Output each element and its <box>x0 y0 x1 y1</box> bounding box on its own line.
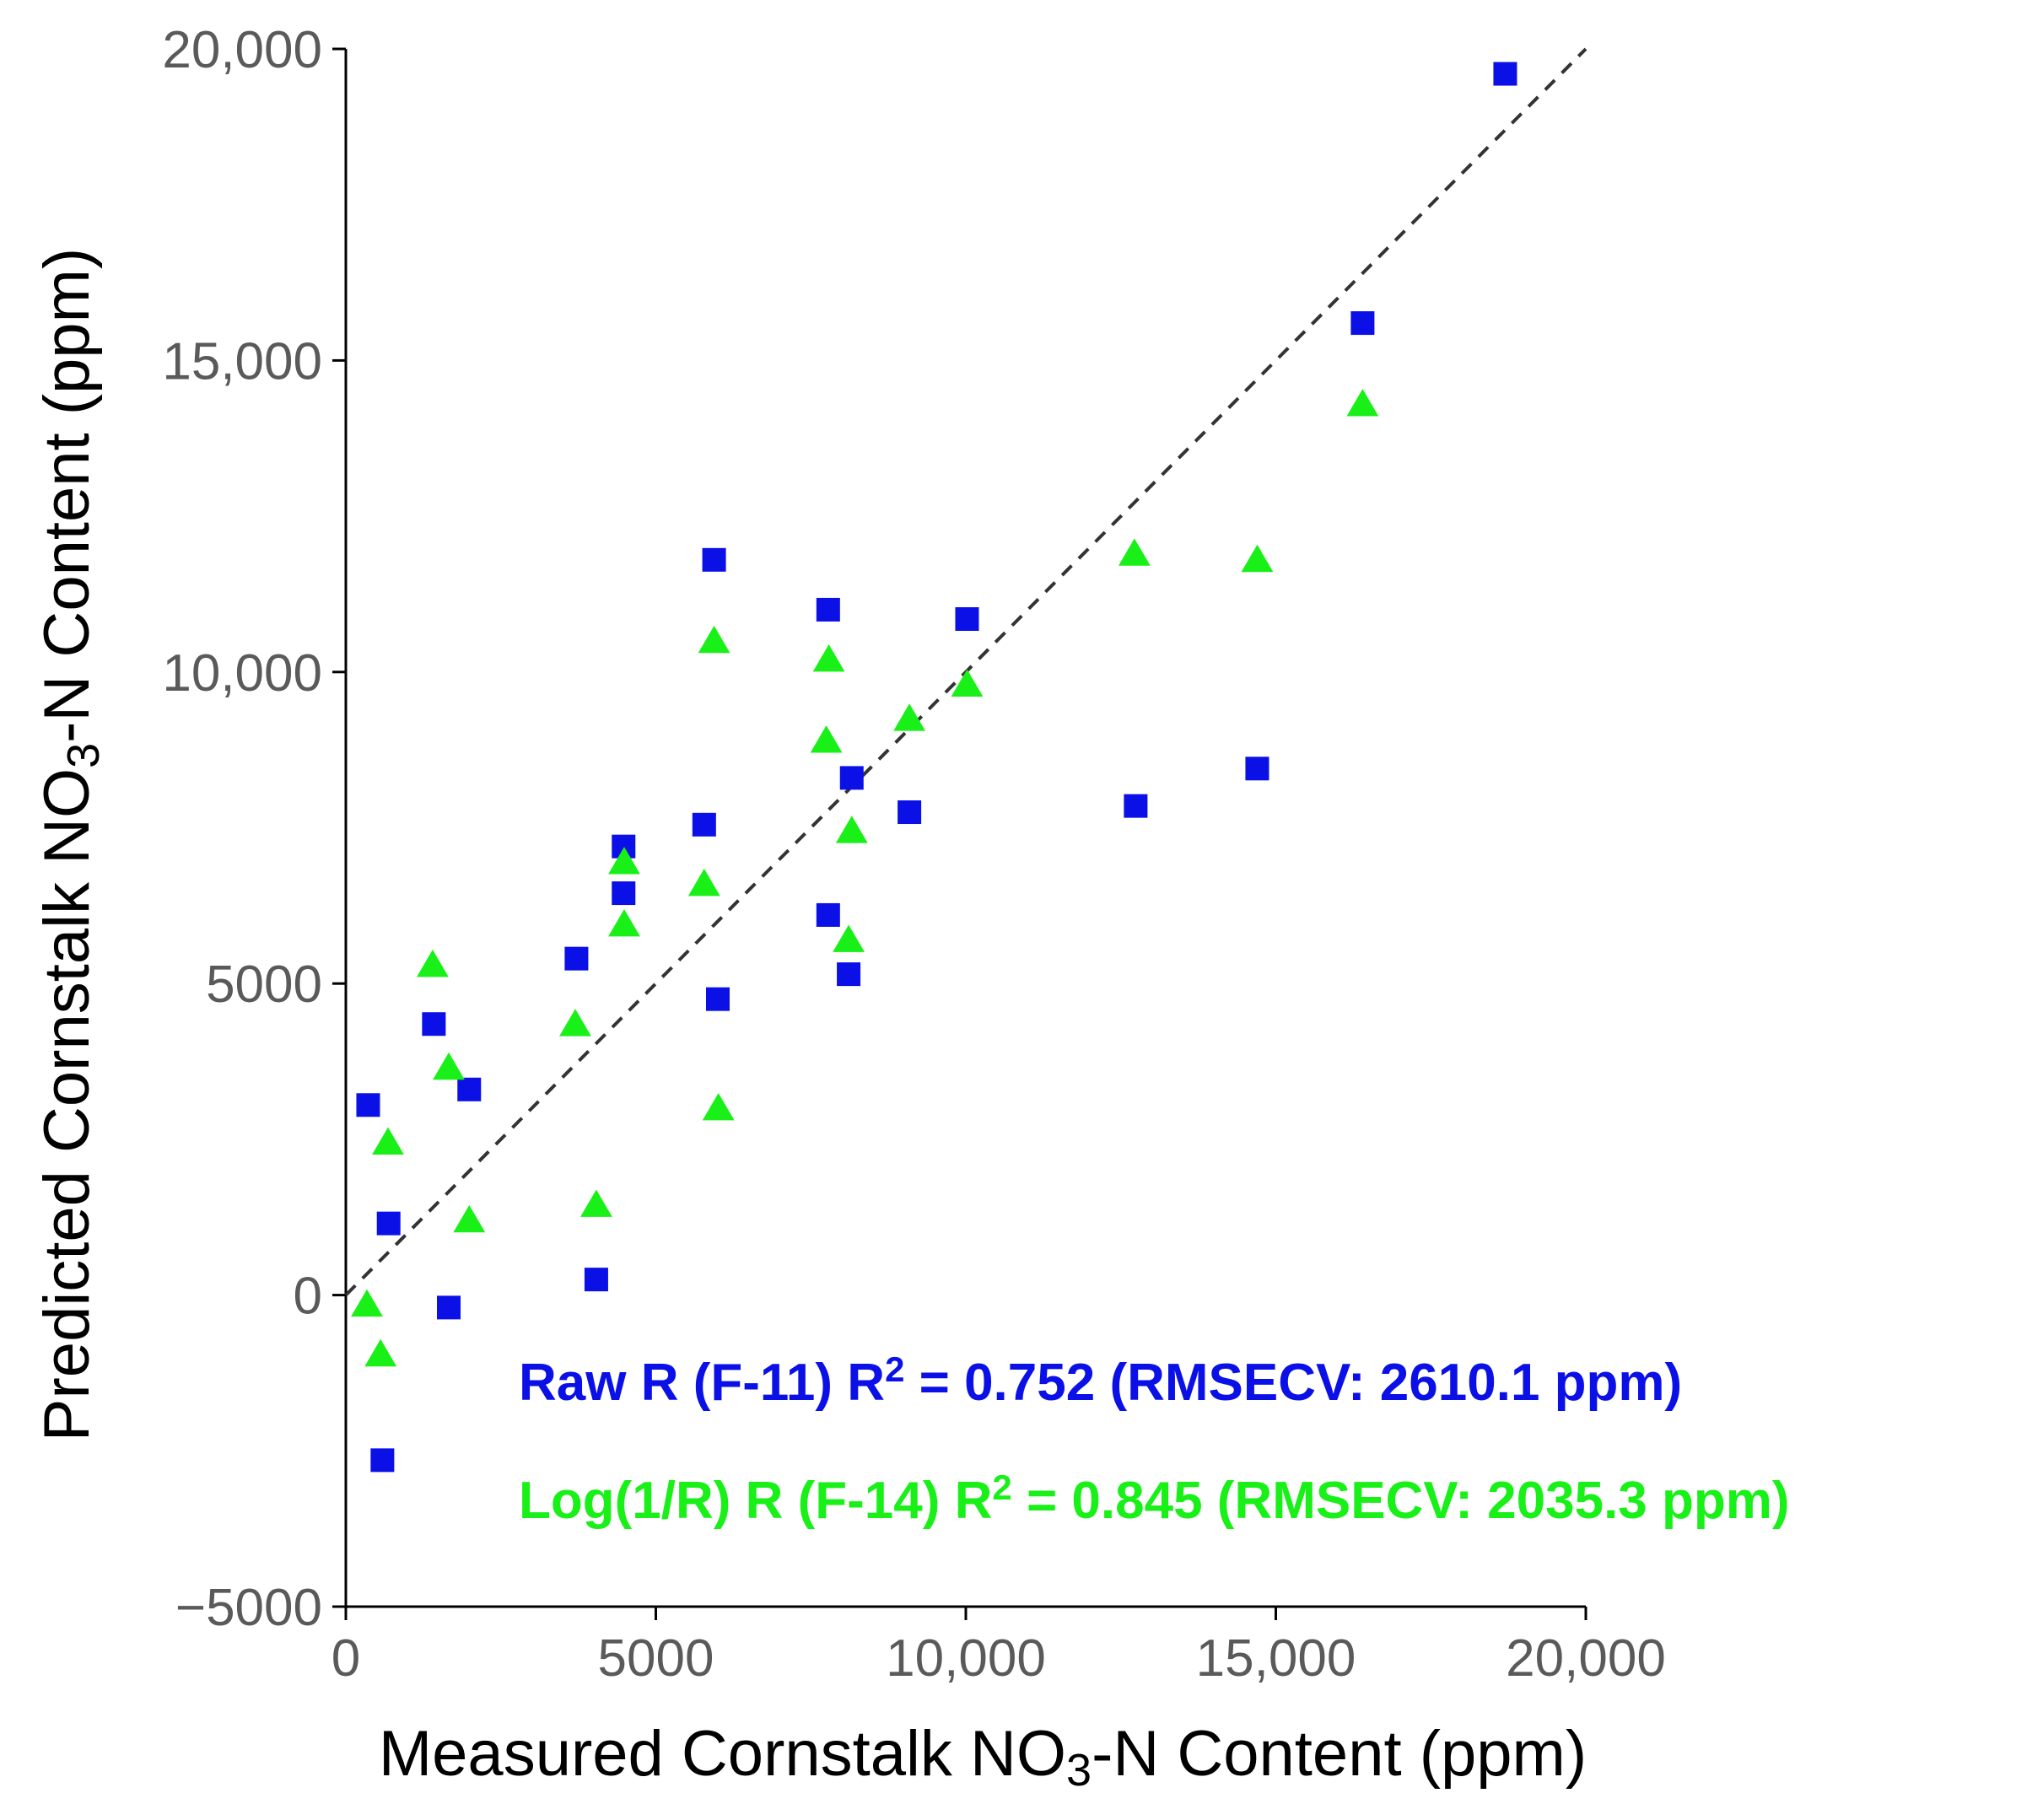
data-point-triangle <box>687 869 720 897</box>
data-point-square <box>376 1211 401 1236</box>
y-tick-label: 20,000 <box>162 21 322 79</box>
y-tick-label: 10,000 <box>162 644 322 703</box>
data-point-square <box>1124 794 1148 818</box>
data-point-square <box>816 597 840 622</box>
data-point-square <box>584 1268 608 1292</box>
series-log-r <box>351 389 1379 1367</box>
data-point-triangle <box>580 1189 612 1217</box>
data-point-triangle <box>810 725 843 753</box>
data-point-square <box>955 607 979 632</box>
annotation-log-r: Log(1/R) R (F-14) R2 = 0.845 (RMSECV: 20… <box>519 1467 1790 1530</box>
data-point-triangle <box>559 1009 591 1037</box>
data-point-square <box>837 962 861 987</box>
data-point-square <box>1245 757 1269 781</box>
data-point-square <box>898 800 922 825</box>
x-tick-label: 0 <box>332 1629 360 1688</box>
x-axis-title: Measured Cornstalk NO3-N Content (ppm) <box>379 1718 1587 1796</box>
x-ticks: 0 5000 10,000 15,000 20,000 <box>332 1607 1666 1688</box>
data-point-square <box>706 987 730 1011</box>
data-point-square <box>702 547 726 572</box>
data-point-square <box>370 1448 395 1473</box>
data-point-square <box>612 881 636 906</box>
data-point-triangle <box>893 703 925 731</box>
x-tick-label: 10,000 <box>886 1629 1046 1688</box>
data-point-triangle <box>702 1093 735 1121</box>
data-point-triangle <box>1346 389 1379 417</box>
series-layer <box>351 62 1517 1473</box>
data-point-triangle <box>1241 544 1274 573</box>
data-point-square <box>692 812 716 837</box>
data-point-square <box>422 1012 446 1037</box>
x-tick-label: 5000 <box>598 1629 714 1688</box>
series-raw-r <box>356 62 1517 1473</box>
data-point-square <box>457 1077 482 1101</box>
data-point-triangle <box>364 1338 397 1367</box>
data-point-square <box>356 1093 380 1117</box>
data-point-triangle <box>351 1289 383 1317</box>
y-tick-label: 0 <box>294 1268 322 1326</box>
data-point-square <box>839 766 864 790</box>
data-point-triangle <box>608 909 640 937</box>
data-point-triangle <box>453 1204 486 1233</box>
data-point-triangle <box>372 1127 404 1155</box>
data-point-triangle <box>835 816 868 843</box>
data-point-triangle <box>812 644 845 672</box>
x-tick-label: 20,000 <box>1506 1629 1666 1688</box>
y-ticks: −5000 0 5000 10,000 15,000 20,000 <box>162 21 346 1637</box>
data-point-triangle <box>1119 538 1151 566</box>
data-point-triangle <box>833 924 865 952</box>
y-axis-title: Predicted Cornstalk NO3-N Content (ppm) <box>31 248 109 1441</box>
data-point-triangle <box>951 669 984 697</box>
data-point-triangle <box>433 1052 465 1080</box>
data-point-square <box>1493 62 1517 86</box>
data-point-square <box>564 946 589 971</box>
x-tick-label: 15,000 <box>1196 1629 1356 1688</box>
data-point-square <box>1350 311 1375 336</box>
data-point-triangle <box>417 950 449 977</box>
y-tick-label: 15,000 <box>162 332 322 390</box>
data-point-triangle <box>698 625 730 654</box>
data-point-square <box>437 1295 461 1320</box>
annotation-raw-r: Raw R (F-11) R2 = 0.752 (RMSECV: 2610.1 … <box>519 1349 1682 1412</box>
data-point-triangle <box>608 847 640 875</box>
data-point-square <box>816 902 840 927</box>
y-tick-label: −5000 <box>175 1579 322 1637</box>
y-tick-label: 5000 <box>206 956 322 1014</box>
